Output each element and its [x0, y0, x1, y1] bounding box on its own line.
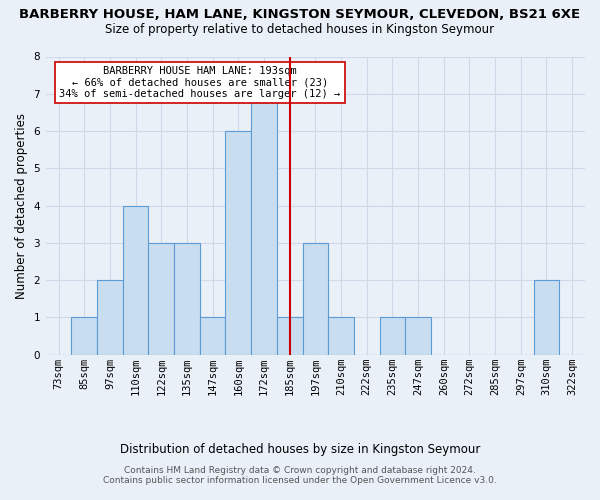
Bar: [226, 131, 251, 354]
Text: BARBERRY HOUSE HAM LANE: 193sqm
← 66% of detached houses are smaller (23)
34% of: BARBERRY HOUSE HAM LANE: 193sqm ← 66% of…: [59, 66, 340, 99]
Text: BARBERRY HOUSE, HAM LANE, KINGSTON SEYMOUR, CLEVEDON, BS21 6XE: BARBERRY HOUSE, HAM LANE, KINGSTON SEYMO…: [19, 8, 581, 20]
Y-axis label: Number of detached properties: Number of detached properties: [15, 112, 28, 298]
Bar: [174, 243, 200, 354]
Bar: [328, 318, 354, 354]
Bar: [97, 280, 123, 354]
Text: Size of property relative to detached houses in Kingston Seymour: Size of property relative to detached ho…: [106, 22, 494, 36]
Bar: [71, 318, 97, 354]
Bar: [380, 318, 405, 354]
Bar: [251, 94, 277, 354]
Bar: [277, 318, 302, 354]
Bar: [123, 206, 148, 354]
Bar: [405, 318, 431, 354]
Text: Distribution of detached houses by size in Kingston Seymour: Distribution of detached houses by size …: [120, 442, 480, 456]
Bar: [148, 243, 174, 354]
Bar: [302, 243, 328, 354]
Text: Contains HM Land Registry data © Crown copyright and database right 2024.
Contai: Contains HM Land Registry data © Crown c…: [103, 466, 497, 485]
Bar: [533, 280, 559, 354]
Bar: [200, 318, 226, 354]
